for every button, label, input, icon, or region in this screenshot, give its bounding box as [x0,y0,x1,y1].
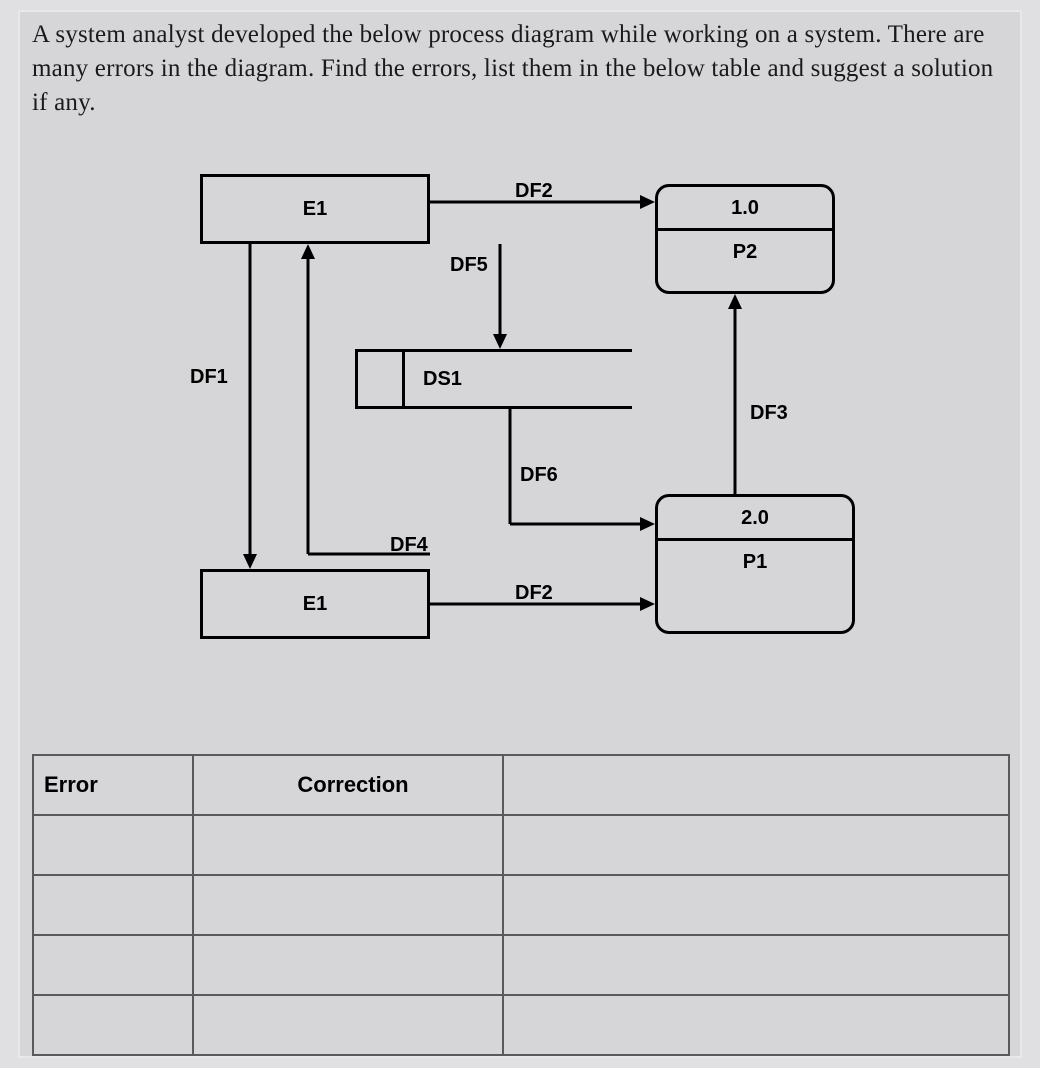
cell [34,816,194,876]
cell [504,816,1010,876]
edge-label-df2-bot: DF2 [515,582,553,605]
process-p2: 1.0 P2 [655,184,835,294]
question-text: A system analyst developed the below pro… [32,18,1002,119]
cell [194,936,504,996]
header-error: Error [34,756,194,816]
edge-label-df1: DF1 [190,366,228,389]
dfd-diagram: E1 E1 1.0 P2 2.0 P1 DS1 DF2 DF5 DF1 DF4 … [160,164,890,684]
entity-e1-bottom: E1 [200,569,430,639]
datastore-label-box: DS1 [402,349,632,409]
cell [504,876,1010,936]
cell [194,996,504,1056]
datastore-ds1: DS1 [355,349,635,409]
table-row [34,876,1010,936]
cell [194,816,504,876]
process-p1-number: 2.0 [658,497,852,538]
table-row [34,936,1010,996]
edge-label-df2-top: DF2 [515,180,553,203]
cell [504,996,1010,1056]
datastore-id-box [355,349,405,409]
header-empty [504,756,1010,816]
table-row [34,996,1010,1056]
cell [34,936,194,996]
entity-e1-top: E1 [200,174,430,244]
edge-label-df6: DF6 [520,464,558,487]
cell [34,996,194,1056]
process-p2-name: P2 [658,231,832,264]
page: A system analyst developed the below pro… [18,10,1022,1058]
cell [504,936,1010,996]
edge-label-df5: DF5 [450,254,488,277]
edge-label-df4: DF4 [390,534,428,557]
process-p1: 2.0 P1 [655,494,855,634]
header-correction: Correction [194,756,504,816]
process-p1-name: P1 [658,541,852,574]
cell [34,876,194,936]
process-p2-number: 1.0 [658,187,832,228]
table-row [34,816,1010,876]
error-table: Error Correction [32,754,1010,1056]
edge-label-df3: DF3 [750,402,788,425]
table-header-row: Error Correction [34,756,1010,816]
cell [194,876,504,936]
